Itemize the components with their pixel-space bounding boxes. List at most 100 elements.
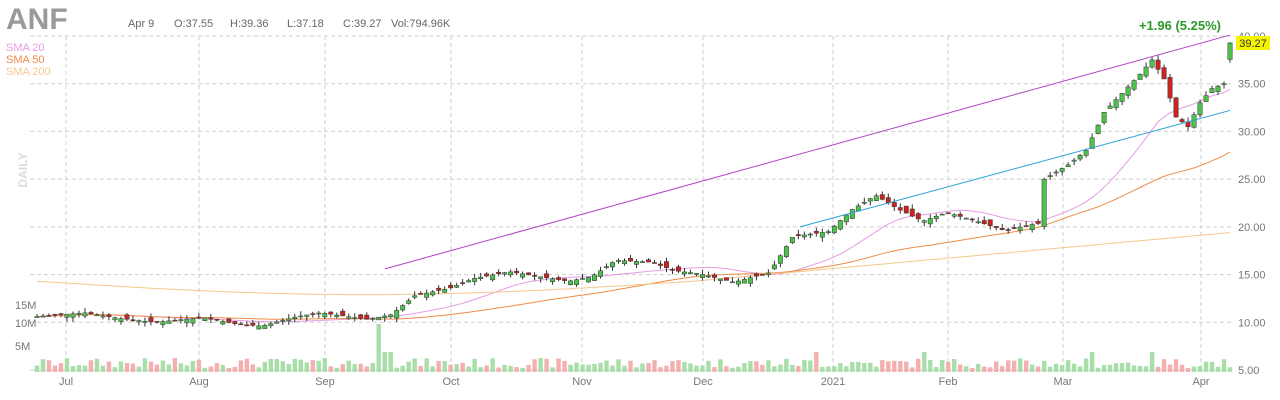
volume-bar [850, 362, 855, 372]
volume-bar [424, 358, 429, 372]
candle [124, 313, 130, 322]
volume-bar [1203, 361, 1209, 372]
volume-bar [430, 366, 435, 372]
candle-body [178, 319, 184, 321]
candle [831, 224, 837, 234]
candle [118, 316, 124, 325]
volume-bar [280, 361, 285, 372]
candle-body [328, 311, 334, 315]
candle [346, 313, 352, 320]
volume-bar [874, 366, 879, 372]
candle [819, 228, 825, 242]
volume-bar [202, 367, 208, 372]
candle [1113, 96, 1119, 111]
candle [801, 231, 807, 240]
volume-bar [568, 364, 573, 372]
volume-bar [106, 361, 112, 372]
candle [82, 308, 88, 319]
candle [765, 269, 771, 278]
volume-bar [1095, 367, 1101, 372]
close-value: C:39.27 [343, 18, 382, 30]
candle-body [640, 261, 645, 263]
candle [616, 258, 621, 264]
volume-bar [808, 360, 813, 372]
candle [1041, 177, 1047, 230]
candle [166, 316, 172, 324]
candle [568, 279, 574, 286]
volume-bar [880, 360, 885, 372]
candle-body [975, 221, 981, 224]
candle [861, 197, 867, 205]
volume-bar [592, 363, 597, 372]
candle-body [813, 230, 819, 234]
candle [580, 273, 585, 280]
time-tick-label: Dec [693, 376, 713, 388]
volume-bar [1197, 366, 1203, 372]
candle [843, 214, 849, 226]
price-tick-label: 30.00 [1238, 126, 1266, 138]
candle [837, 219, 843, 231]
volume-bar [406, 361, 411, 372]
candle [364, 312, 370, 320]
candle [586, 276, 591, 283]
candle [196, 312, 202, 319]
volume-bar [94, 358, 100, 372]
candle-body [987, 219, 993, 226]
candle-body [765, 272, 771, 275]
volume-bar [700, 365, 705, 372]
candle-body [837, 220, 843, 230]
candle-body [843, 214, 849, 223]
volume-bar [382, 352, 387, 372]
candle-body [1023, 225, 1029, 227]
candle [526, 272, 532, 276]
volume-bar [934, 367, 939, 372]
volume-bar [736, 366, 741, 372]
candle [921, 219, 927, 227]
candle-body [490, 274, 496, 281]
candle [957, 211, 963, 221]
candle-body [220, 321, 226, 325]
candle-body [1053, 171, 1059, 174]
time-tick-label: Aug [189, 376, 209, 388]
candle-body [466, 280, 472, 283]
candle-body [1089, 137, 1095, 149]
candle-body [496, 271, 502, 275]
volume-bar [748, 361, 753, 372]
candle-body [172, 319, 178, 322]
volume-bar [316, 360, 321, 372]
candle-body [1143, 66, 1149, 77]
candle [382, 313, 388, 322]
candle [220, 319, 226, 326]
candle [478, 273, 484, 281]
volume-bar [310, 360, 315, 372]
candle-body [723, 277, 729, 281]
candle [945, 212, 951, 215]
volume-bars [34, 324, 1233, 372]
candle [154, 321, 160, 324]
candle [693, 272, 699, 277]
candle [406, 298, 412, 305]
candle-body [268, 323, 274, 326]
candle [1173, 96, 1179, 118]
candle-body [304, 314, 310, 317]
candle-body [520, 273, 526, 278]
volume-bar [898, 360, 903, 372]
volume-bar [52, 365, 58, 372]
volume-bar [514, 367, 519, 372]
price-change: +1.96 (5.25%) [1139, 18, 1221, 33]
volume-bar [394, 367, 399, 372]
candle [777, 254, 783, 268]
candle-body [70, 313, 76, 318]
sma-200-line [36, 232, 1231, 296]
volume-bar [664, 365, 669, 372]
candle-body [226, 318, 232, 323]
volume-bar [238, 360, 244, 372]
volume-bar [820, 366, 825, 372]
candle-body [903, 205, 909, 214]
candle-body [879, 194, 885, 200]
volume-bar [634, 367, 639, 372]
volume-bar [922, 352, 927, 372]
candle [1149, 56, 1155, 69]
volume-bar [970, 367, 975, 372]
candle-body [580, 278, 585, 280]
